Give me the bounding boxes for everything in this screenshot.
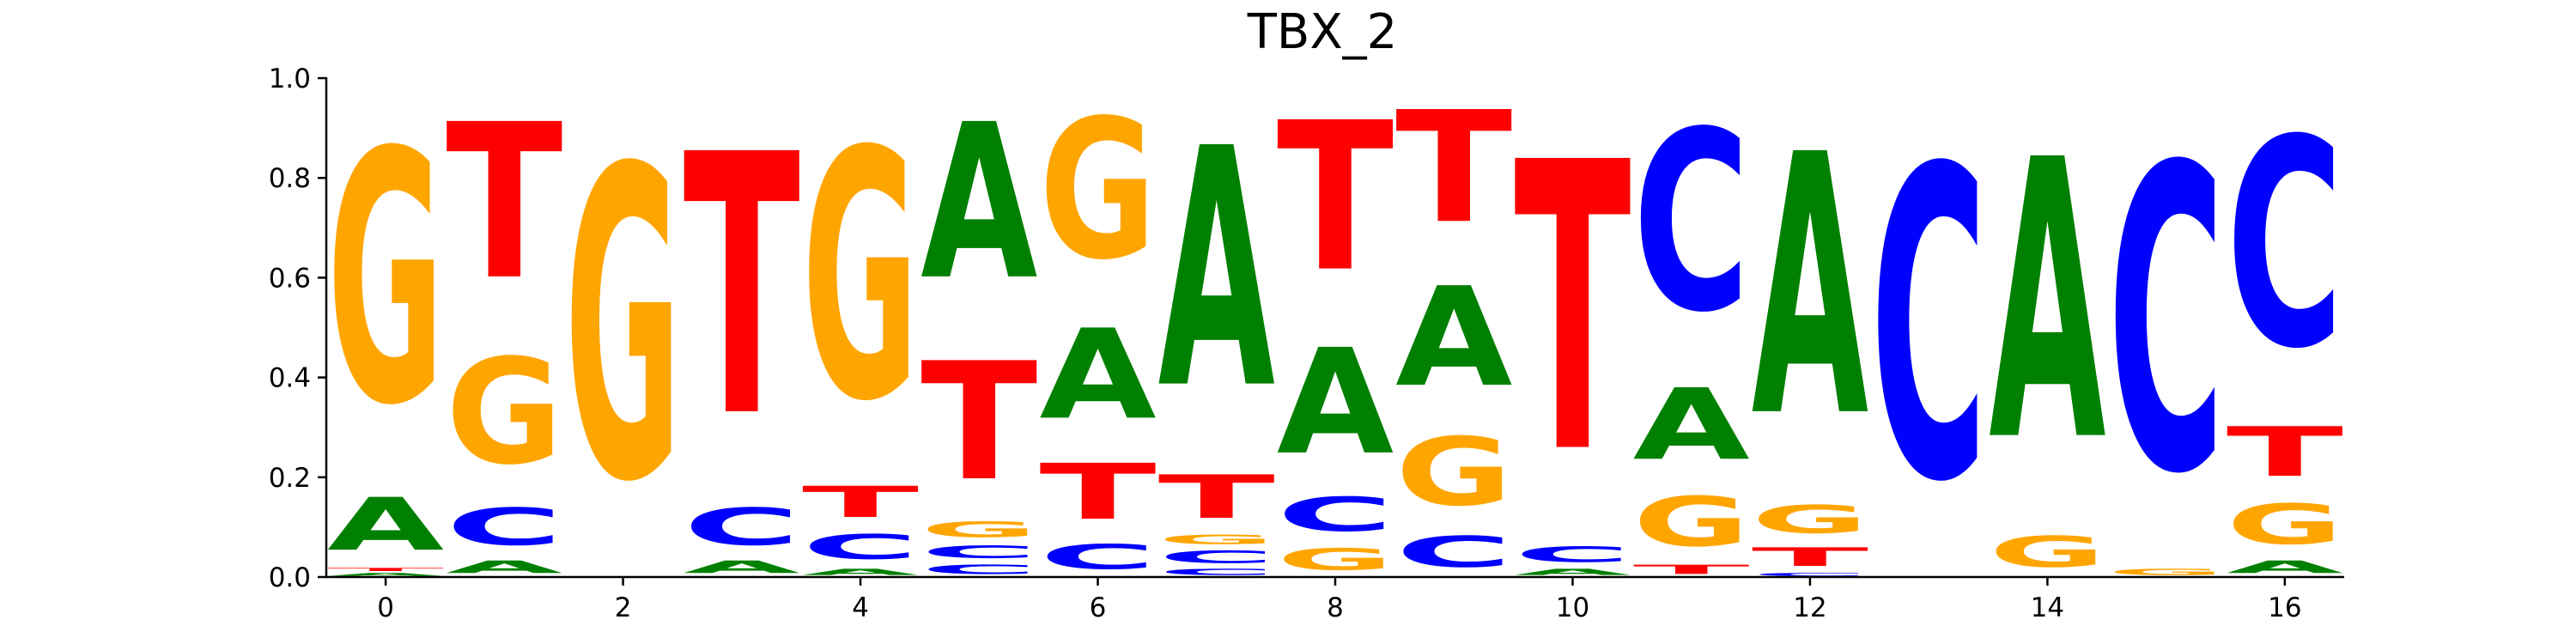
logo-letter-A: A — [327, 483, 444, 568]
logo-letter-G: G — [565, 80, 682, 576]
logo-letter-C: C — [802, 527, 919, 567]
logo-letter-G: G — [327, 78, 444, 481]
logo-letter-T: T — [1514, 79, 1631, 540]
logo-letter-A: A — [802, 567, 919, 577]
logo-letter-C: C — [1870, 80, 1987, 576]
logo-letter-T: T — [1633, 562, 1750, 577]
logo-letter-A: A — [327, 572, 444, 577]
logo-letter-T: T — [1277, 78, 1394, 317]
logo-letter-T: T — [802, 477, 919, 527]
logo-letter-C: C — [2227, 79, 2343, 412]
logo-letter-G: G — [2108, 567, 2225, 577]
y-tick-label: 0.2 — [269, 463, 311, 494]
logo-letter-A: A — [1277, 318, 1394, 487]
logo-letter-G: G — [1277, 543, 1394, 577]
logo-letter-G: G — [802, 78, 919, 476]
logo-letter-A: A — [920, 78, 1037, 327]
logo-letter-C: C — [1277, 488, 1394, 543]
x-tick-label: 16 — [2268, 592, 2301, 623]
logo-letter-C: C — [2108, 79, 2225, 566]
logo-letter-C: C — [1395, 527, 1512, 577]
logo-letter-A: A — [1514, 567, 1631, 577]
logo-letter-C: C — [1158, 567, 1275, 577]
logo-letter-C: C — [920, 543, 1037, 562]
logo-letter-C: C — [1514, 543, 1631, 568]
logo-letter-A: A — [1989, 80, 2106, 526]
logo-letter-A: A — [1039, 303, 1156, 447]
logo-letter-C: C — [1158, 547, 1275, 567]
logo-letter-G: G — [2227, 492, 2343, 556]
logo-letter-G: G — [1395, 418, 1512, 527]
logo-letter-A: A — [1158, 80, 1276, 462]
logo-letter-A: A — [446, 557, 562, 577]
logo-letter-T: T — [1395, 78, 1512, 258]
logo-letter-T: T — [1752, 542, 1868, 572]
chart-title: TBX_2 — [1247, 4, 1398, 60]
x-tick-label: 0 — [377, 592, 394, 623]
logo-letter-G: G — [920, 517, 1037, 542]
logo-letter-T: T — [2227, 412, 2343, 492]
logo-letter-C: C — [1633, 80, 1750, 368]
x-tick-label: 12 — [1793, 592, 1826, 623]
logo-letter-C: C — [1039, 537, 1156, 576]
y-tick-label: 0.8 — [269, 163, 311, 194]
logo-letter-A: A — [683, 557, 800, 577]
x-tick-label: 2 — [615, 592, 632, 623]
logo-letter-A: A — [1633, 368, 1750, 482]
logo-letter-T: T — [446, 80, 562, 328]
logo-letter-C: C — [920, 562, 1037, 577]
logo-letter-T: T — [1158, 463, 1275, 532]
logo-letter-G: G — [1158, 532, 1275, 547]
x-tick-label: 10 — [1556, 592, 1589, 623]
y-tick-label: 0.0 — [269, 562, 311, 593]
logo-letter-A: A — [1395, 258, 1512, 417]
x-tick-label: 4 — [852, 592, 869, 623]
logo-letter-G: G — [1633, 483, 1750, 562]
y-tick-label: 0.4 — [269, 363, 311, 394]
logo-letter-G: G — [446, 329, 562, 497]
logo-letter-A: A — [1752, 80, 1869, 496]
logo-letter-T: T — [327, 567, 444, 572]
x-tick-label: 8 — [1327, 592, 1344, 623]
logo-letter-C: C — [683, 498, 800, 557]
x-tick-label: 14 — [2031, 592, 2064, 623]
logo-letter-A: A — [2227, 557, 2343, 577]
logo-letter-G: G — [1752, 497, 1868, 542]
logo-letter-T: T — [683, 79, 801, 496]
y-tick-label: 1.0 — [269, 64, 311, 94]
axes: 0.0 0.2 0.4 0.6 0.8 1.0 0 2 4 6 8 10 12 14 16 — [269, 64, 2344, 623]
logo-letter-C: C — [446, 498, 562, 557]
logo-letter-G: G — [1039, 79, 1156, 302]
y-tick-label: 0.6 — [269, 263, 311, 294]
logo-letter-T: T — [920, 328, 1037, 517]
x-tick-label: 6 — [1090, 592, 1107, 623]
logo-letter-T: T — [1039, 447, 1156, 537]
logo-letter-G: G — [1989, 527, 2105, 577]
logo-letter-C: C — [1752, 572, 1868, 577]
